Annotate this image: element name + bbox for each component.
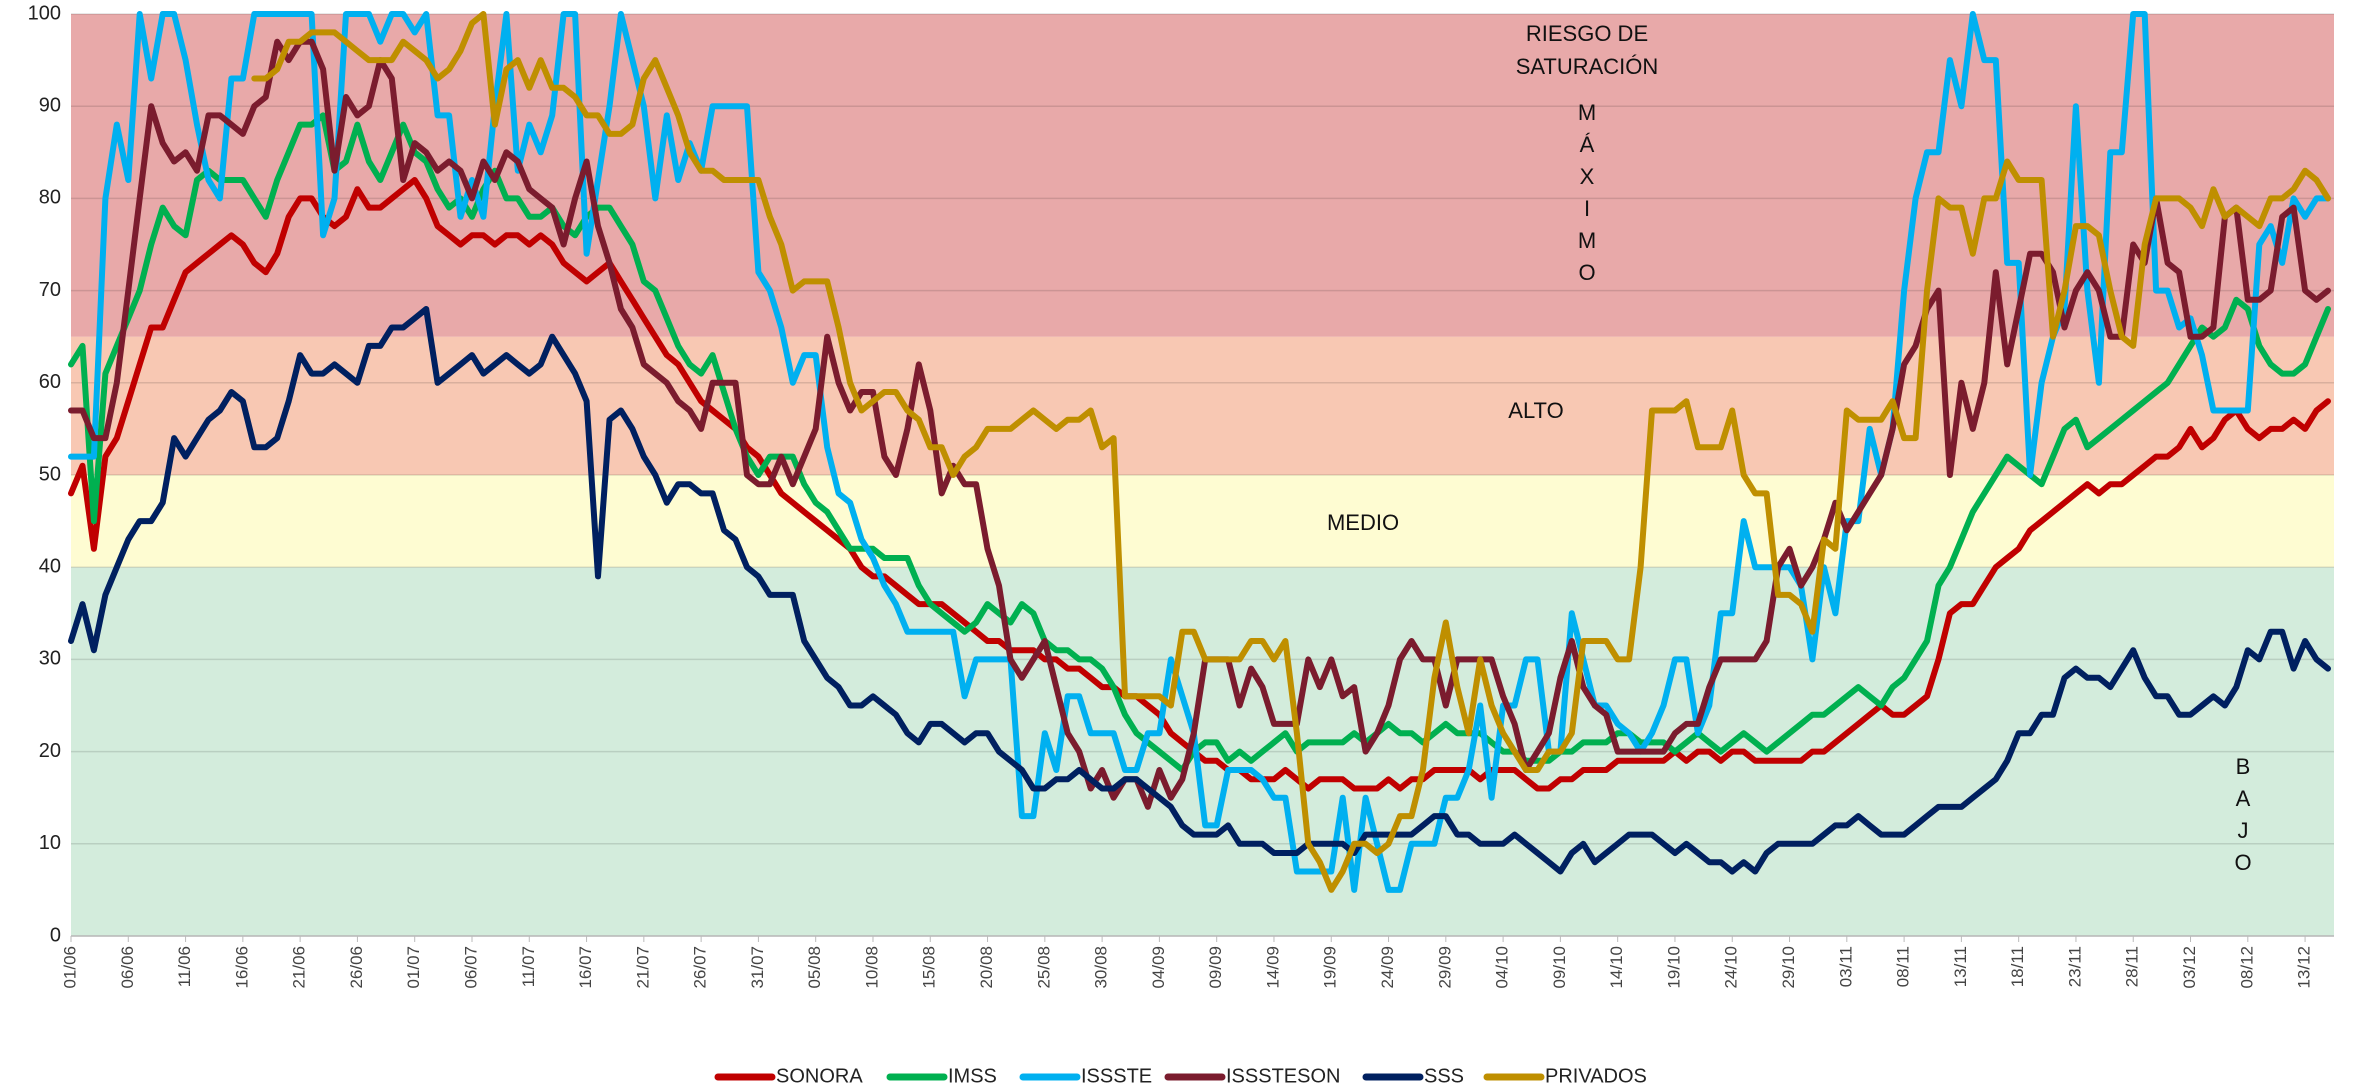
x-tick-label: 29/09 [1435, 946, 1454, 989]
x-tick-label: 10/08 [862, 946, 881, 989]
y-tick-label: 80 [39, 187, 61, 209]
x-tick-label: 19/09 [1321, 946, 1340, 989]
annotation: SATURACIÓN [1516, 54, 1659, 79]
x-tick-label: 21/06 [290, 946, 309, 989]
y-tick-label: 50 [39, 463, 61, 485]
x-tick-label: 09/10 [1550, 946, 1569, 989]
x-tick-label: 13/12 [2295, 946, 2314, 989]
series-line [68, 112, 2331, 773]
risk-band [71, 567, 2334, 936]
risk-band [71, 336, 2334, 475]
annotation: ALTO [1508, 398, 1563, 423]
series-line [68, 306, 2331, 875]
y-tick-label: 30 [39, 648, 61, 670]
x-tick-label: 03/12 [2180, 946, 2199, 989]
x-tick-label: 26/06 [347, 946, 366, 989]
x-tick-label: 18/11 [2008, 946, 2027, 987]
x-tick-label: 08/11 [1894, 946, 1913, 987]
y-tick-label: 40 [39, 555, 61, 577]
x-tick-label: 24/10 [1722, 946, 1741, 989]
x-tick-label: 04/10 [1493, 946, 1512, 989]
x-tick-label: 23/11 [2065, 946, 2084, 987]
x-tick-label: 06/07 [461, 946, 480, 989]
x-tick-label: 11/06 [175, 946, 194, 987]
legend-label: SSS [1424, 1065, 1464, 1087]
x-tick-label: 29/10 [1779, 946, 1798, 989]
legend-label: PRIVADOS [1545, 1065, 1647, 1087]
x-tick-label: 24/09 [1378, 946, 1397, 989]
x-tick-label: 06/06 [118, 946, 137, 989]
x-tick-label: 20/08 [977, 946, 996, 989]
y-tick-label: 20 [39, 740, 61, 762]
series-line [251, 11, 2331, 893]
annotation: MEDIO [1327, 510, 1399, 535]
x-tick-label: 04/09 [1149, 946, 1168, 989]
legend-label: ISSSTE [1081, 1065, 1152, 1087]
x-tick-label: 25/08 [1034, 946, 1053, 989]
series-line [68, 11, 2331, 893]
y-tick-label: 0 [50, 924, 61, 946]
x-tick-label: 14/10 [1607, 946, 1626, 989]
x-tick-label: 13/11 [1951, 946, 1970, 987]
x-tick-label: 11/07 [519, 946, 538, 987]
legend-label: SONORA [776, 1065, 863, 1087]
risk-band [71, 475, 2334, 568]
x-tick-label: 30/08 [1092, 946, 1111, 989]
x-tick-label: 28/11 [2123, 946, 2142, 987]
x-tick-label: 31/07 [748, 946, 767, 989]
x-tick-label: 14/09 [1263, 946, 1282, 989]
x-tick-label: 01/06 [60, 946, 79, 989]
x-tick-label: 16/06 [232, 946, 251, 989]
x-tick-label: 09/09 [1206, 946, 1225, 989]
series-line [68, 38, 2331, 810]
x-tick-label: 21/07 [633, 946, 652, 989]
x-tick-label: 19/10 [1664, 946, 1683, 989]
x-tick-label: 03/11 [1836, 946, 1855, 987]
annotation: RIESGO DE [1526, 21, 1648, 46]
y-tick-label: 10 [39, 832, 61, 854]
x-tick-label: 15/08 [920, 946, 939, 989]
x-tick-label: 26/07 [691, 946, 710, 989]
y-tick-label: 90 [39, 94, 61, 116]
x-tick-label: 01/07 [404, 946, 423, 989]
legend-label: IMSS [948, 1065, 997, 1087]
legend-label: ISSSTESON [1226, 1065, 1340, 1087]
x-tick-label: 08/12 [2237, 946, 2256, 989]
y-tick-label: 60 [39, 371, 61, 393]
y-tick-label: 100 [28, 2, 61, 24]
y-tick-label: 70 [39, 279, 61, 301]
x-tick-label: 05/08 [805, 946, 824, 989]
x-tick-label: 16/07 [576, 946, 595, 989]
